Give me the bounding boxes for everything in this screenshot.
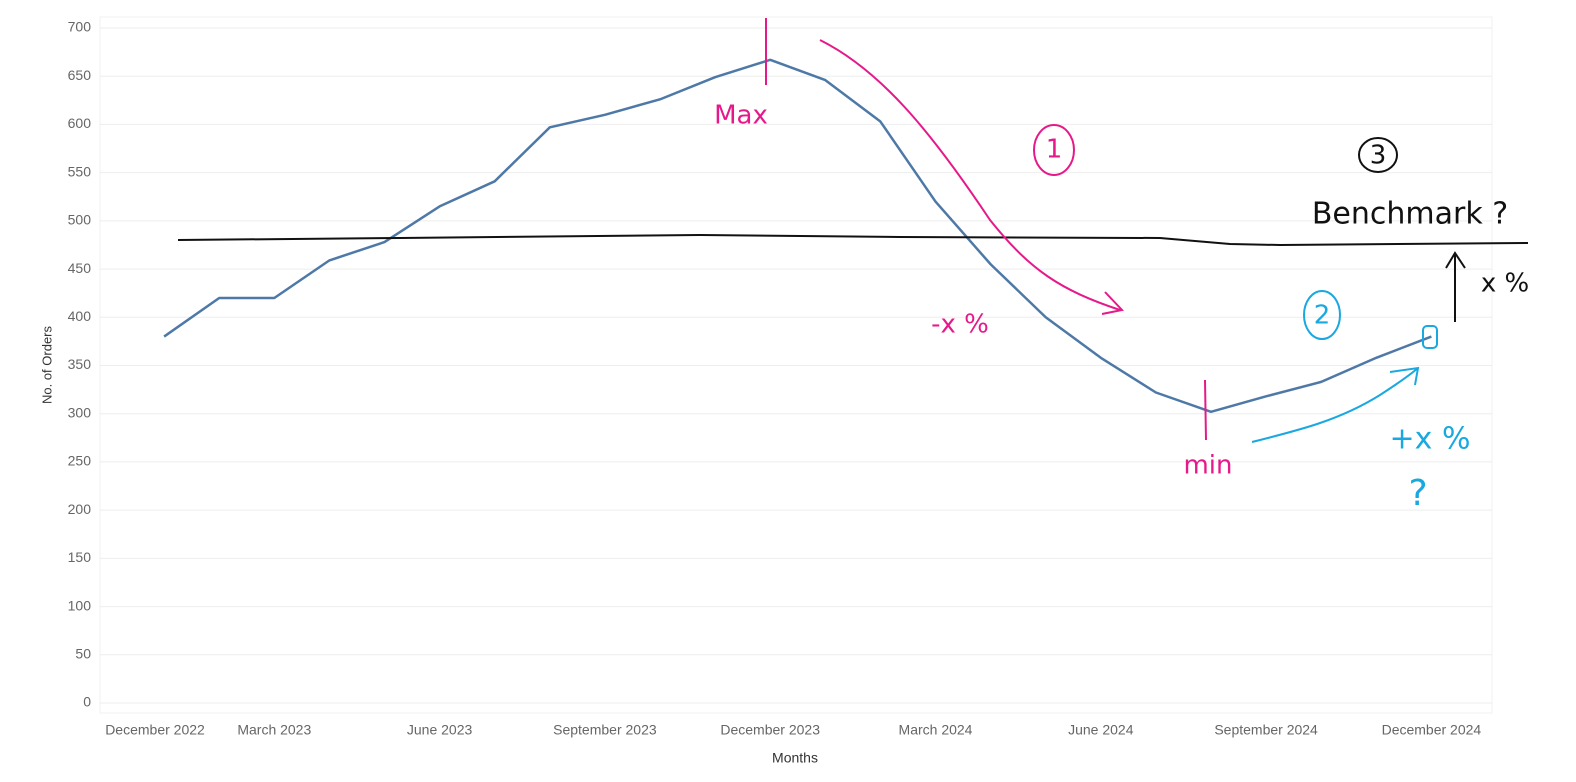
annotation-question: ? [1408,473,1427,514]
x-tick-label: June 2023 [407,722,473,738]
y-axis-label: No. of Orders [39,325,54,404]
circle-1 [1033,124,1075,176]
annotation-benchmark: Benchmark ? [1312,197,1508,232]
annotation-growth: +x % [1390,422,1471,457]
y-tick-label: 550 [68,163,92,179]
y-tick-label: 200 [68,501,92,517]
x-tick-label: December 2022 [105,722,205,738]
x-tick-label: March 2023 [237,722,311,738]
circle-2 [1303,290,1341,340]
min-marker [1204,379,1207,441]
x-tick-label: March 2024 [899,722,973,738]
annotation-max: Max [714,101,768,131]
x-tick-label: September 2024 [1214,722,1318,738]
benchmark-gap-arrow [1445,251,1466,322]
plot: 0 50 100 150 200 250 300 350 400 450 500 550 600 650 7… [68,16,1493,738]
end-marker [1422,325,1438,349]
y-tick-label: 600 [68,115,92,131]
annotation-1: 1 [1046,135,1063,165]
y-tick-label: 250 [68,453,92,469]
y-tick-label: 400 [68,308,92,324]
circle-3 [1358,137,1398,173]
annotation-decline: -x % [931,310,989,340]
x-tick-label: December 2024 [1382,722,1482,738]
y-tick-label: 450 [68,260,92,276]
x-tick-label: June 2024 [1068,722,1134,738]
y-tick-label: 500 [68,212,92,228]
annotation-2: 2 [1314,301,1331,331]
y-tick-label: 0 [83,694,91,710]
annotation-gap: x % [1481,269,1529,299]
growth-arrow [1251,366,1420,443]
benchmark-stroke [177,233,1529,247]
annotation-min: min [1183,451,1232,481]
y-tick-label: 50 [75,645,91,661]
annotation-3: 3 [1370,141,1387,171]
x-tick-label: December 2023 [720,722,820,738]
y-tick-label: 700 [68,19,92,35]
y-tick-label: 300 [68,404,92,420]
x-tick-label: September 2023 [553,722,657,738]
y-tick-label: 150 [68,549,92,565]
y-tick-label: 350 [68,356,92,372]
annotations: Max min 1 2 3 Benchmark ? -x % +x % ? x … [177,18,1529,514]
x-axis-label: Months [772,750,818,766]
decline-arrow [819,39,1124,315]
y-tick-label: 650 [68,67,92,83]
data-line [163,58,1432,414]
y-tick-label: 100 [68,597,92,613]
